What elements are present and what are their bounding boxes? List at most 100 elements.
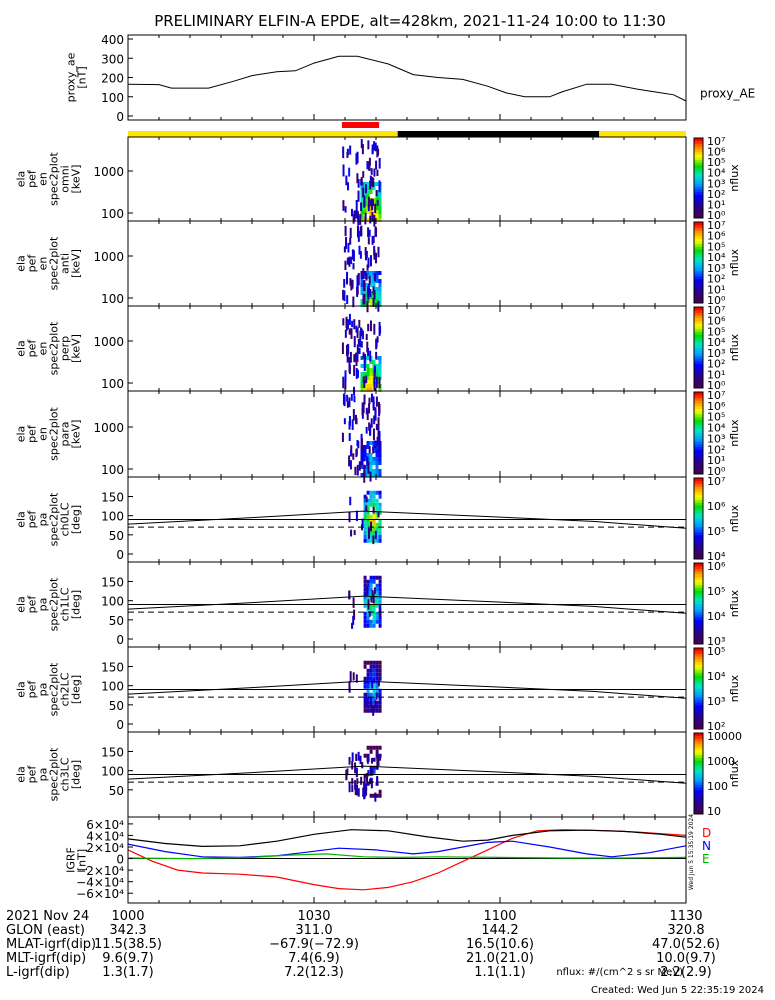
spectrogram-cell (360, 356, 364, 360)
spectrogram-speck (356, 151, 359, 163)
spectrogram-cell (366, 473, 370, 477)
colorbar-slice (694, 331, 703, 335)
spectrogram-speck (343, 290, 346, 302)
spectrogram-speck (356, 369, 359, 378)
spectrogram-speck (351, 778, 354, 785)
colorbar-slice (694, 408, 703, 412)
y-label-line: [nT] (76, 66, 89, 88)
y-label-line: perp (59, 336, 72, 361)
spectrogram-cell (366, 704, 370, 709)
colorbar-slice (694, 172, 703, 176)
spectrogram-speck (359, 755, 362, 764)
colorbar-slice (694, 344, 703, 348)
spectrogram-cell (369, 279, 373, 283)
spectrogram-speck (376, 752, 379, 760)
spectrogram-cell (366, 190, 370, 194)
spectrogram-speck (357, 751, 360, 761)
y-label-line: [keV] (70, 165, 83, 194)
y-label-line: pef (26, 595, 39, 614)
spectrogram-speck (373, 415, 376, 425)
spectrogram-speck (373, 381, 376, 392)
spectrogram-cell (360, 291, 364, 295)
spectrogram-cell (372, 623, 376, 628)
spectrogram-speck (376, 169, 379, 177)
spectrogram-cell (366, 668, 370, 673)
spectrogram-speck (363, 450, 366, 462)
spectrogram-cell (369, 295, 373, 299)
colorbar-slice (694, 433, 703, 437)
colorbar-slice (694, 207, 703, 211)
spectrogram-speck (371, 680, 374, 689)
colorbar-slice (694, 696, 703, 700)
spectrogram-cell (369, 453, 373, 457)
colorbar-slice (694, 146, 703, 150)
spectrogram-speck (373, 369, 376, 380)
spectrogram-cell (375, 668, 379, 673)
spectrogram-speck (365, 496, 368, 503)
colorbar-label: 10¹ (707, 283, 725, 296)
ephemeris-value: 10.0(9.7) (656, 951, 716, 966)
spectrogram-speck (349, 145, 352, 155)
colorbar-slice (694, 693, 703, 698)
spectrogram-speck (367, 770, 370, 777)
spectrogram-speck (363, 360, 366, 372)
spectrogram-cell (372, 579, 376, 584)
y-tick-label: 6×10⁴ (86, 818, 124, 832)
panel-frame (127, 220, 687, 307)
spectrogram-speck (350, 256, 353, 265)
spectrogram-cell (378, 218, 382, 222)
spectrogram-speck (377, 401, 380, 410)
spectrogram-cell (366, 672, 370, 677)
spectrogram-speck (366, 264, 369, 271)
spectrogram-cell (372, 522, 376, 527)
spectrogram-speck (348, 782, 351, 793)
spectrogram-speck (356, 354, 359, 362)
y-tick-label: 0 (116, 548, 124, 562)
spectrogram-speck (373, 290, 376, 300)
colorbar-title: nflux (728, 589, 741, 617)
colorbar-slice (694, 590, 703, 594)
colorbar-slice (694, 154, 703, 158)
spectrogram-cell (369, 210, 373, 214)
colorbar-slice (694, 542, 703, 546)
spectrogram-speck (357, 179, 360, 188)
colorbar-slice (694, 323, 703, 327)
spectrogram-cell (378, 692, 382, 697)
plot-title: PRELIMINARY ELFIN-A EPDE, alt=428km, 202… (154, 12, 666, 30)
spectrogram-speck (357, 338, 360, 346)
colorbar-slice (694, 507, 703, 511)
panel-frame (127, 816, 687, 904)
colorbar-slice (694, 691, 703, 695)
spectrogram-speck (354, 466, 357, 476)
colorbar-slice (694, 751, 703, 756)
spectrogram-cell (375, 206, 379, 210)
spectrogram-cell (372, 198, 376, 202)
colorbar-slice (694, 377, 703, 381)
spectrogram-speck (368, 446, 371, 454)
spectrogram-cell (378, 198, 382, 202)
spectrogram-cell (375, 538, 379, 543)
spectrogram-cell (375, 287, 379, 291)
spectrogram-speck (344, 329, 347, 338)
spectrogram-cell (375, 781, 379, 786)
spectrogram-speck (367, 227, 370, 237)
y-tick-label: −2×10⁴ (76, 864, 124, 878)
spectrogram-cell (363, 579, 367, 584)
spectrogram-cell (360, 214, 364, 218)
colorbar-slice (694, 800, 703, 804)
spectrogram-speck (355, 767, 358, 778)
colorbar-slice (694, 625, 703, 629)
colorbar-label: 10² (707, 188, 725, 201)
colorbar-slice (694, 683, 703, 687)
panel-ch3LC: 50 100 150 10 100 1000 10000 nflux elapefpaspec2… (15, 730, 743, 818)
colorbar-slice (694, 478, 703, 482)
spectrogram-cell (363, 603, 367, 608)
loss-cone-curve (127, 680, 687, 699)
spectrogram-speck (374, 203, 377, 214)
spectrogram-speck (377, 511, 380, 518)
colorbar-slice (694, 188, 703, 192)
spectrogram-cell (378, 579, 382, 584)
colorbar-slice (694, 460, 703, 464)
